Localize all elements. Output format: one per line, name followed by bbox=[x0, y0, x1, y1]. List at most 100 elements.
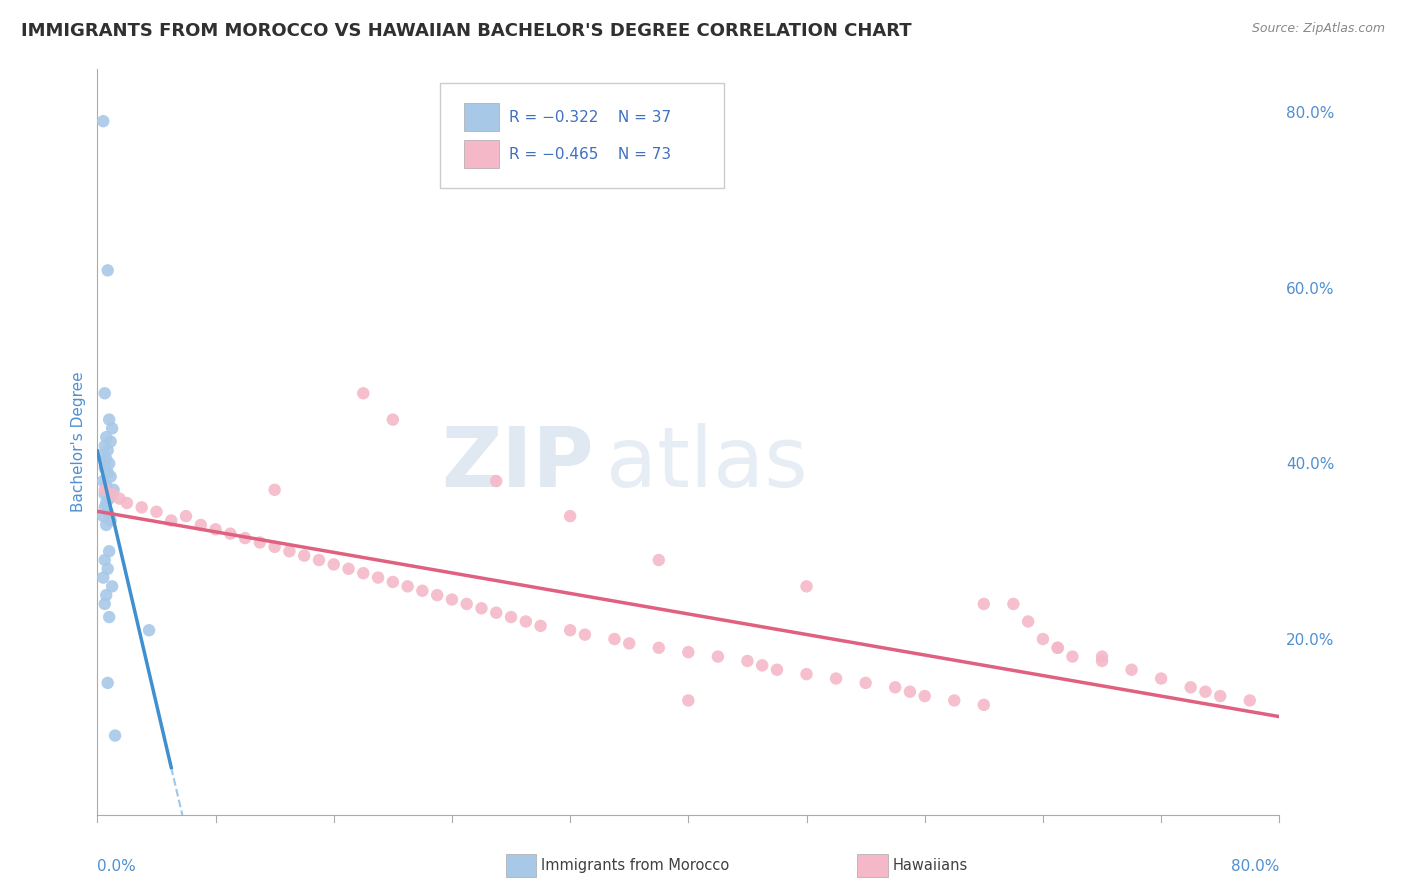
Point bbox=[96, 452, 118, 467]
Point bbox=[381, 412, 404, 426]
Point bbox=[93, 461, 115, 475]
Point bbox=[1239, 693, 1261, 707]
Point bbox=[97, 562, 120, 576]
Point bbox=[308, 553, 330, 567]
Y-axis label: Bachelor's Degree: Bachelor's Degree bbox=[72, 371, 86, 512]
Point bbox=[93, 439, 115, 453]
Point bbox=[96, 496, 118, 510]
Point bbox=[456, 597, 478, 611]
Point bbox=[515, 615, 537, 629]
Point bbox=[115, 496, 138, 510]
Point bbox=[1002, 597, 1025, 611]
Point bbox=[93, 483, 115, 497]
Point bbox=[825, 672, 848, 686]
Point bbox=[796, 579, 818, 593]
Point bbox=[96, 517, 118, 532]
Text: 0.0%: 0.0% bbox=[97, 859, 136, 874]
Text: atlas: atlas bbox=[606, 424, 807, 504]
Point bbox=[138, 624, 160, 638]
Point bbox=[1121, 663, 1143, 677]
Point bbox=[98, 544, 121, 558]
Point bbox=[1091, 649, 1114, 664]
Point bbox=[855, 676, 877, 690]
Point bbox=[96, 478, 118, 492]
Text: 80.0%: 80.0% bbox=[1230, 859, 1279, 874]
Point bbox=[884, 681, 907, 695]
Point bbox=[1194, 684, 1216, 698]
Point bbox=[529, 619, 551, 633]
Point bbox=[737, 654, 759, 668]
Point bbox=[1091, 654, 1114, 668]
Point bbox=[352, 386, 374, 401]
Point bbox=[100, 434, 122, 449]
Point bbox=[973, 698, 995, 712]
Point bbox=[233, 531, 256, 545]
Point bbox=[1209, 689, 1232, 703]
Text: Immigrants from Morocco: Immigrants from Morocco bbox=[541, 858, 728, 873]
Point bbox=[1150, 672, 1173, 686]
Text: IMMIGRANTS FROM MOROCCO VS HAWAIIAN BACHELOR'S DEGREE CORRELATION CHART: IMMIGRANTS FROM MOROCCO VS HAWAIIAN BACH… bbox=[21, 22, 911, 40]
FancyBboxPatch shape bbox=[464, 103, 499, 131]
Text: R = −0.465    N = 73: R = −0.465 N = 73 bbox=[509, 147, 671, 161]
Point bbox=[914, 689, 936, 703]
Point bbox=[766, 663, 789, 677]
Point bbox=[174, 509, 197, 524]
Point bbox=[100, 469, 122, 483]
Point bbox=[93, 487, 115, 501]
Point bbox=[560, 624, 582, 638]
Point bbox=[796, 667, 818, 681]
Point bbox=[485, 606, 508, 620]
Point bbox=[103, 483, 125, 497]
Point bbox=[97, 676, 120, 690]
Point bbox=[648, 640, 671, 655]
Point bbox=[751, 658, 773, 673]
Point bbox=[411, 583, 433, 598]
Point bbox=[278, 544, 301, 558]
Point bbox=[145, 505, 167, 519]
Point bbox=[499, 610, 522, 624]
Point bbox=[648, 553, 671, 567]
Point bbox=[367, 571, 389, 585]
Point bbox=[678, 693, 700, 707]
Point bbox=[707, 649, 730, 664]
Point bbox=[131, 500, 153, 515]
Point bbox=[1062, 649, 1084, 664]
FancyBboxPatch shape bbox=[440, 84, 724, 188]
Point bbox=[1046, 640, 1069, 655]
Point bbox=[619, 636, 641, 650]
Point bbox=[101, 421, 124, 435]
FancyBboxPatch shape bbox=[464, 140, 499, 169]
Point bbox=[440, 592, 463, 607]
Point bbox=[381, 574, 404, 589]
Point bbox=[1180, 681, 1202, 695]
Point bbox=[104, 729, 127, 743]
Point bbox=[603, 632, 626, 646]
Point bbox=[91, 114, 114, 128]
Point bbox=[93, 597, 115, 611]
Point bbox=[91, 474, 114, 488]
Point bbox=[204, 522, 226, 536]
Point bbox=[678, 645, 700, 659]
Point bbox=[96, 588, 118, 602]
Point bbox=[91, 571, 114, 585]
Point bbox=[898, 684, 921, 698]
Point bbox=[93, 553, 115, 567]
Point bbox=[97, 443, 120, 458]
Point bbox=[1032, 632, 1054, 646]
Point bbox=[973, 597, 995, 611]
Point bbox=[101, 579, 124, 593]
Point bbox=[426, 588, 449, 602]
Point bbox=[352, 566, 374, 581]
Point bbox=[943, 693, 966, 707]
Point bbox=[574, 627, 596, 641]
Point bbox=[470, 601, 492, 615]
Point bbox=[219, 526, 242, 541]
Point bbox=[98, 457, 121, 471]
Point bbox=[292, 549, 315, 563]
Point bbox=[108, 491, 131, 506]
Point bbox=[98, 491, 121, 506]
Point bbox=[100, 514, 122, 528]
Point bbox=[97, 263, 120, 277]
Point bbox=[249, 535, 271, 549]
Point bbox=[1017, 615, 1039, 629]
